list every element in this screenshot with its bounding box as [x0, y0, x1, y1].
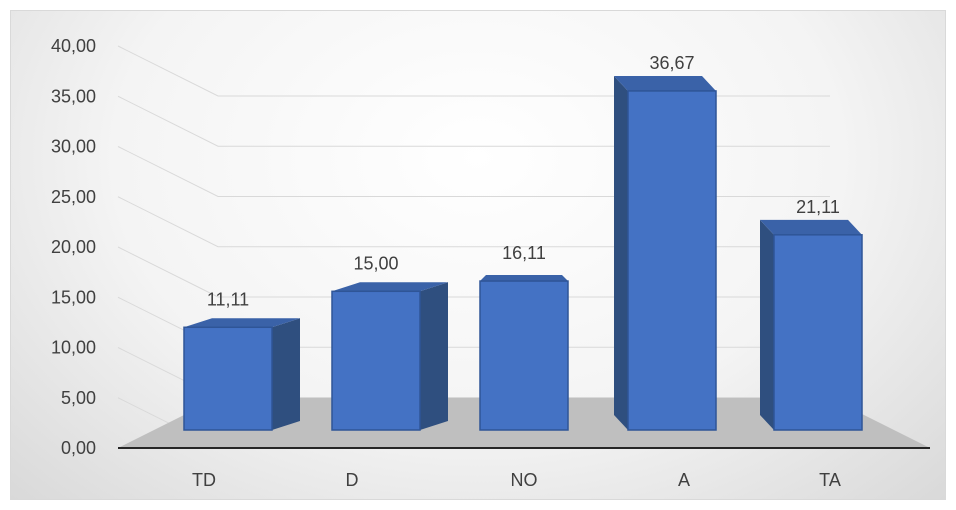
data-label: 21,11 — [796, 197, 840, 217]
gridline — [117, 45, 830, 97]
bar-A — [614, 75, 717, 431]
y-tick-label: 25,00 — [51, 187, 96, 207]
bar-top — [614, 75, 716, 91]
y-tick-label: 40,00 — [51, 36, 96, 56]
bar-top — [332, 282, 448, 292]
bar-front — [331, 290, 421, 431]
bar-side — [272, 318, 300, 430]
bar-side — [420, 282, 448, 430]
bar-NO — [479, 275, 569, 431]
x-tick-label: TD — [192, 470, 216, 490]
y-tick-label: 10,00 — [51, 338, 96, 358]
bar-TD — [183, 318, 300, 431]
gridline — [117, 196, 830, 248]
data-label: 36,67 — [649, 53, 694, 73]
y-tick-label: 5,00 — [61, 388, 96, 408]
bar-side — [614, 75, 628, 430]
bar-front — [183, 326, 273, 431]
y-tick-label: 35,00 — [51, 86, 96, 106]
bar-front — [773, 234, 863, 431]
bar-side — [760, 219, 774, 430]
bar-top — [760, 219, 862, 235]
bar-front — [479, 280, 569, 431]
data-label: 15,00 — [353, 253, 398, 273]
bar-top — [480, 275, 568, 282]
bar-D — [331, 282, 448, 431]
gridline — [117, 95, 830, 147]
bar-TA — [760, 219, 863, 431]
gridline — [117, 146, 830, 197]
x-tick-label: A — [678, 470, 690, 490]
x-tick-label: D — [346, 470, 359, 490]
y-tick-label: 15,00 — [51, 287, 96, 307]
bar-front — [627, 90, 717, 431]
y-tick-label: 30,00 — [51, 137, 96, 157]
data-label: 11,11 — [207, 289, 249, 309]
x-tick-label: NO — [511, 470, 538, 490]
bar-top — [184, 318, 300, 328]
y-tick-label: 0,00 — [61, 438, 96, 458]
data-label: 16,11 — [502, 243, 546, 263]
y-tick-label: 20,00 — [51, 237, 96, 257]
x-tick-label: TA — [819, 470, 841, 490]
